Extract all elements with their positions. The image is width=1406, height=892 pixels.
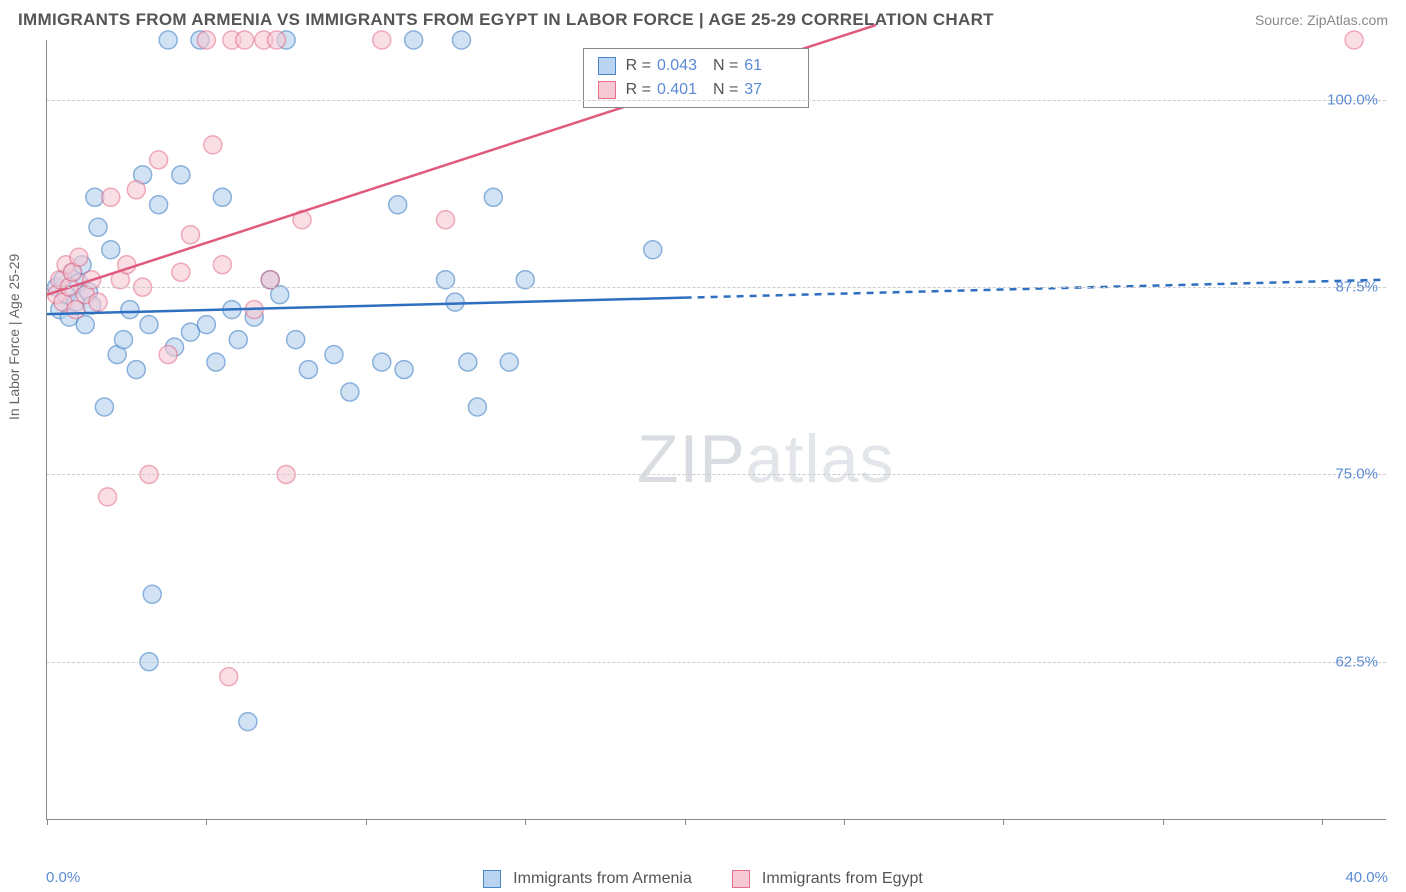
legend-item-armenia: Immigrants from Armenia [483, 870, 692, 888]
data-point [405, 31, 423, 49]
data-point [140, 316, 158, 334]
y-tick-label: 62.5% [1335, 653, 1378, 670]
gridline-h [47, 474, 1386, 475]
legend-label-egypt: Immigrants from Egypt [762, 870, 923, 888]
data-point [159, 346, 177, 364]
x-tick [685, 819, 686, 825]
data-point [172, 263, 190, 281]
r-label: R = [626, 54, 651, 78]
gridline-h [47, 662, 1386, 663]
data-point [197, 31, 215, 49]
x-tick [366, 819, 367, 825]
x-tick [206, 819, 207, 825]
data-point [143, 585, 161, 603]
data-point [459, 353, 477, 371]
legend-label-armenia: Immigrants from Armenia [513, 870, 692, 888]
legend-item-egypt: Immigrants from Egypt [732, 870, 923, 888]
data-point [484, 188, 502, 206]
n-value-egypt: 37 [744, 78, 794, 102]
data-point [395, 361, 413, 379]
data-point [70, 248, 88, 266]
data-point [437, 271, 455, 289]
trend-line [47, 298, 685, 314]
data-point [102, 188, 120, 206]
y-tick-label: 87.5% [1335, 279, 1378, 296]
data-point [268, 31, 286, 49]
data-point [468, 398, 486, 416]
data-point [389, 196, 407, 214]
data-point [89, 293, 107, 311]
x-tick [844, 819, 845, 825]
x-tick [47, 819, 48, 825]
y-tick-label: 100.0% [1327, 91, 1378, 108]
data-point [207, 353, 225, 371]
scatter-plot-svg [47, 40, 1386, 819]
chart-title: IMMIGRANTS FROM ARMENIA VS IMMIGRANTS FR… [18, 10, 994, 30]
r-value-egypt: 0.401 [657, 78, 707, 102]
x-tick-label-right: 40.0% [1345, 869, 1388, 886]
data-point [181, 226, 199, 244]
data-point [437, 211, 455, 229]
correlation-row-egypt: R = 0.401 N = 37 [598, 78, 795, 102]
correlation-row-armenia: R = 0.043 N = 61 [598, 54, 795, 78]
data-point [150, 151, 168, 169]
data-point [121, 301, 139, 319]
data-point [159, 31, 177, 49]
swatch-armenia [598, 57, 616, 75]
n-value-armenia: 61 [744, 54, 794, 78]
r-label: R = [626, 78, 651, 102]
data-point [115, 331, 133, 349]
data-point [373, 353, 391, 371]
x-tick [525, 819, 526, 825]
data-point [229, 331, 247, 349]
data-point [287, 331, 305, 349]
r-value-armenia: 0.043 [657, 54, 707, 78]
chart-plot-area: ZIPatlas R = 0.043 N = 61 R = 0.401 N = … [46, 40, 1386, 820]
gridline-h [47, 287, 1386, 288]
data-point [452, 31, 470, 49]
data-point [220, 668, 238, 686]
gridline-h [47, 100, 1386, 101]
data-point [197, 316, 215, 334]
data-point [213, 256, 231, 274]
swatch-egypt [598, 81, 616, 99]
x-tick-label-left: 0.0% [46, 869, 80, 886]
data-point [446, 293, 464, 311]
data-point [172, 166, 190, 184]
y-axis-label: In Labor Force | Age 25-29 [6, 254, 22, 420]
data-point [127, 361, 145, 379]
legend-swatch-armenia [483, 870, 501, 888]
data-point [127, 181, 145, 199]
n-label: N = [713, 78, 738, 102]
data-point [204, 136, 222, 154]
data-point [213, 188, 231, 206]
legend-swatch-egypt [732, 870, 750, 888]
bottom-legend: Immigrants from Armenia Immigrants from … [0, 870, 1406, 888]
x-tick [1163, 819, 1164, 825]
data-point [99, 488, 117, 506]
data-point [102, 241, 120, 259]
data-point [89, 218, 107, 236]
data-point [95, 398, 113, 416]
data-point [325, 346, 343, 364]
data-point [1345, 31, 1363, 49]
data-point [150, 196, 168, 214]
data-point [341, 383, 359, 401]
data-point [373, 31, 391, 49]
data-point [500, 353, 518, 371]
data-point [239, 713, 257, 731]
data-point [261, 271, 279, 289]
n-label: N = [713, 54, 738, 78]
trend-line [685, 280, 1386, 298]
data-point [644, 241, 662, 259]
data-point [236, 31, 254, 49]
x-tick [1003, 819, 1004, 825]
x-tick [1322, 819, 1323, 825]
y-tick-label: 75.0% [1335, 466, 1378, 483]
source-attribution: Source: ZipAtlas.com [1255, 12, 1388, 28]
data-point [299, 361, 317, 379]
data-point [516, 271, 534, 289]
